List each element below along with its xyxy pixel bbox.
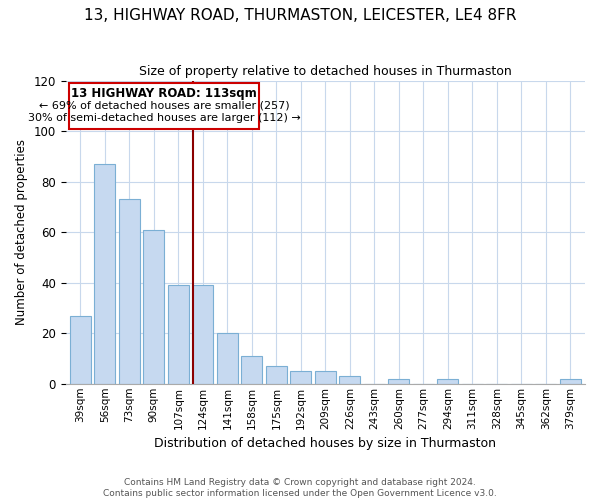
- X-axis label: Distribution of detached houses by size in Thurmaston: Distribution of detached houses by size …: [154, 437, 496, 450]
- Bar: [94, 164, 115, 384]
- Bar: [241, 356, 262, 384]
- Text: ← 69% of detached houses are smaller (257): ← 69% of detached houses are smaller (25…: [38, 101, 289, 111]
- Bar: [168, 285, 189, 384]
- Bar: [388, 378, 409, 384]
- Text: 13, HIGHWAY ROAD, THURMASTON, LEICESTER, LE4 8FR: 13, HIGHWAY ROAD, THURMASTON, LEICESTER,…: [84, 8, 516, 22]
- Bar: [315, 371, 336, 384]
- Bar: [119, 200, 140, 384]
- Bar: [266, 366, 287, 384]
- Bar: [437, 378, 458, 384]
- Text: 30% of semi-detached houses are larger (112) →: 30% of semi-detached houses are larger (…: [28, 114, 300, 124]
- Text: Contains HM Land Registry data © Crown copyright and database right 2024.
Contai: Contains HM Land Registry data © Crown c…: [103, 478, 497, 498]
- Y-axis label: Number of detached properties: Number of detached properties: [15, 139, 28, 325]
- Bar: [560, 378, 581, 384]
- Text: 13 HIGHWAY ROAD: 113sqm: 13 HIGHWAY ROAD: 113sqm: [71, 87, 257, 100]
- Bar: [70, 316, 91, 384]
- Bar: [290, 371, 311, 384]
- Title: Size of property relative to detached houses in Thurmaston: Size of property relative to detached ho…: [139, 65, 512, 78]
- Bar: [340, 376, 360, 384]
- FancyBboxPatch shape: [68, 83, 259, 128]
- Bar: [193, 285, 213, 384]
- Bar: [217, 333, 238, 384]
- Bar: [143, 230, 164, 384]
